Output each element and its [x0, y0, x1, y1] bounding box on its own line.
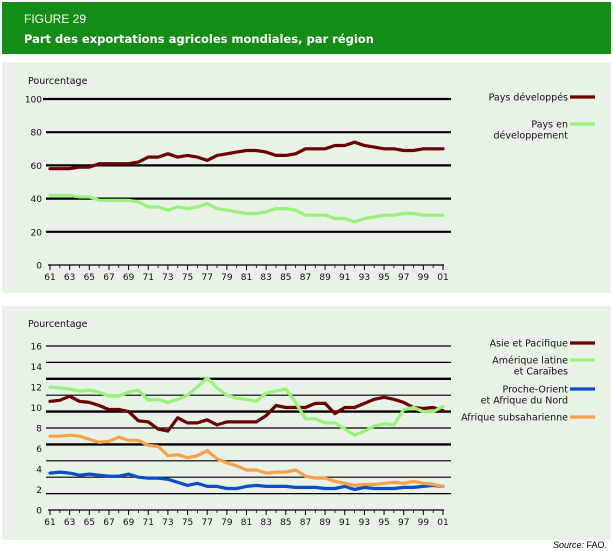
- x-tick-label: 77: [201, 518, 212, 528]
- x-tick-label: 69: [123, 518, 135, 528]
- series-line-1: [48, 193, 445, 224]
- y-tick-label: 2: [36, 486, 42, 496]
- chart-panel-1: Pourcentage 0 20 40 60 80 100 61 63 65 67 69 71 73 75 7…: [2, 62, 611, 293]
- legend-label: Amérique latine: [492, 356, 568, 367]
- x-tick-label: 69: [123, 273, 135, 283]
- x-tick-label: 87: [300, 518, 311, 528]
- x-tick-label: 97: [398, 273, 409, 283]
- x-tick-label: 93: [359, 518, 370, 528]
- x-tick-label: 77: [201, 273, 212, 283]
- y-tick-label: 8: [36, 425, 42, 435]
- y-tick-label: 4: [36, 466, 42, 476]
- x-tick-label: 67: [103, 273, 114, 283]
- y-tick-label: 16: [31, 343, 43, 353]
- x-tick-label: 89: [319, 518, 331, 528]
- x-tick-label: 99: [418, 273, 430, 283]
- x-tick-label: 65: [84, 518, 95, 528]
- x-tick-label: 01: [437, 273, 448, 283]
- series-line-0: [48, 394, 445, 433]
- x-tick-label: 79: [221, 273, 233, 283]
- legend-label: Afrique subsaharienne: [461, 413, 568, 424]
- x-tick-label: 63: [64, 273, 75, 283]
- x-tick-label: 75: [182, 518, 193, 528]
- x-tick-label: 65: [84, 273, 95, 283]
- x-tick-label: 67: [103, 518, 114, 528]
- y-tick-label: 40: [31, 195, 43, 205]
- x-tick-label: 85: [280, 273, 291, 283]
- figure-number: FIGURE 29: [24, 12, 87, 26]
- series-line-2: [48, 470, 445, 492]
- figure-title: Part des exportations agricoles mondiale…: [24, 32, 374, 46]
- series-line-1: [48, 376, 445, 437]
- y-tick-label: 12: [31, 384, 42, 394]
- x-tick-label: 01: [437, 518, 448, 528]
- x-tick-label: 61: [44, 518, 55, 528]
- figure-header: FIGURE 29 Part des exportations agricole…: [2, 2, 611, 54]
- x-tick-label: 73: [162, 518, 173, 528]
- x-tick-label: 79: [221, 518, 233, 528]
- x-tick-label: 89: [319, 273, 331, 283]
- chart-panel-2: Pourcentage 0 2 4 6 8 10 12 14 16 61 63 65 67 69 71 73 75…: [2, 306, 611, 540]
- legend-label: Asie et Pacifique: [490, 339, 569, 350]
- x-tick-label: 97: [398, 518, 409, 528]
- x-tick-label: 75: [182, 273, 193, 283]
- y-tick-label: 6: [36, 445, 42, 455]
- x-tick-label: 81: [241, 273, 252, 283]
- source-label: Source:: [552, 540, 584, 550]
- y-axis-label: Pourcentage: [28, 319, 88, 330]
- x-tick-label: 87: [300, 273, 311, 283]
- legend-label: développement: [493, 131, 568, 142]
- legend-label: Pays en: [531, 120, 568, 131]
- x-tick-label: 83: [260, 518, 271, 528]
- y-tick-label: 10: [31, 404, 43, 414]
- y-tick-label: 80: [31, 129, 43, 139]
- x-tick-label: 61: [44, 273, 55, 283]
- source-note: Source: FAO.: [553, 540, 607, 550]
- x-tick-label: 71: [143, 273, 154, 283]
- series-line-0: [48, 140, 445, 171]
- chart-2: Pourcentage 0 2 4 6 8 10 12 14 16 61 63 65 67 69 71 73 75…: [28, 319, 595, 528]
- y-tick-label: 0: [36, 507, 42, 517]
- source-value: FAO.: [586, 540, 607, 550]
- x-tick-label: 91: [339, 518, 350, 528]
- legend-label: et Caraïbes: [514, 367, 568, 378]
- chart-1: Pourcentage 0 20 40 60 80 100 61 63 65 67 69 71 73 75 7…: [25, 76, 595, 283]
- legend-label: Proche-Orient: [503, 385, 569, 396]
- y-axis-label: Pourcentage: [28, 76, 88, 87]
- legend-label: et Afrique du Nord: [481, 396, 568, 407]
- x-tick-label: 73: [162, 273, 173, 283]
- x-tick-label: 93: [359, 273, 370, 283]
- series-line-3: [48, 433, 445, 488]
- y-tick-label: 20: [31, 228, 43, 238]
- x-tick-label: 81: [241, 518, 252, 528]
- x-tick-label: 95: [378, 518, 389, 528]
- y-tick-label: 60: [31, 162, 43, 172]
- legend-label: Pays développés: [489, 93, 568, 104]
- x-tick-label: 85: [280, 518, 291, 528]
- x-tick-label: 63: [64, 518, 75, 528]
- x-tick-label: 99: [418, 518, 430, 528]
- x-tick-label: 83: [260, 273, 271, 283]
- y-tick-label: 100: [25, 96, 42, 106]
- y-tick-label: 14: [31, 363, 43, 373]
- x-tick-label: 71: [143, 518, 154, 528]
- x-tick-label: 95: [378, 273, 389, 283]
- x-tick-label: 91: [339, 273, 350, 283]
- y-tick-label: 0: [36, 262, 42, 272]
